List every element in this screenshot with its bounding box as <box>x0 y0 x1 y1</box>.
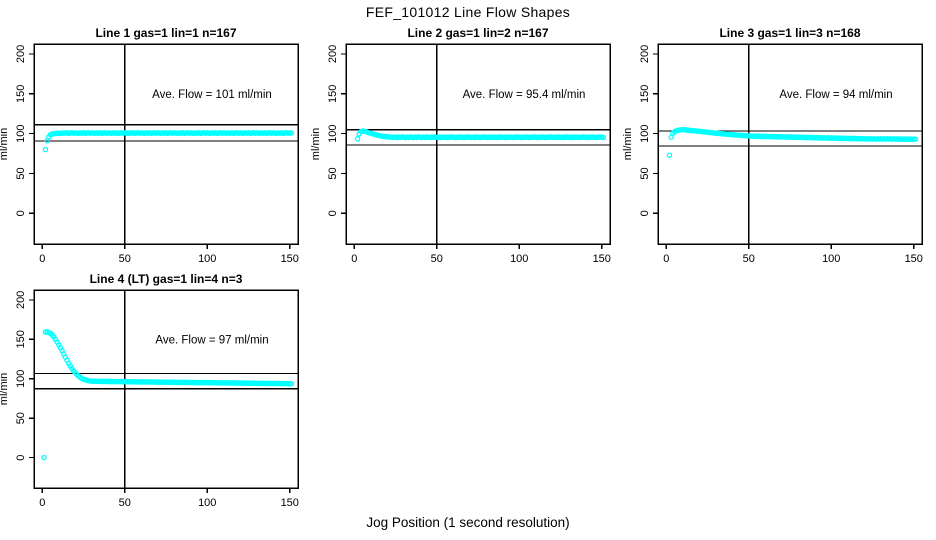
x-tick-label: 0 <box>39 497 45 509</box>
y-tick-label: 200 <box>15 45 27 63</box>
y-tick-label: 100 <box>639 124 651 142</box>
panel-1: Line 1 gas=1 lin=1 n=167 0 50 100 150 0 50 100 1… <box>0 26 299 265</box>
x-tick-label: 150 <box>593 253 611 265</box>
x-tick-label: 100 <box>198 253 216 265</box>
y-tick-label: 50 <box>15 412 27 424</box>
x-tick-label: 50 <box>743 253 755 265</box>
x-tick-label: 150 <box>281 253 299 265</box>
x-tick-label: 0 <box>663 253 669 265</box>
x-tick-label: 150 <box>281 497 299 509</box>
y-tick-label: 150 <box>15 85 27 103</box>
panel-title: Line 2 gas=1 lin=2 n=167 <box>407 26 548 40</box>
x-tick-label: 0 <box>39 253 45 265</box>
x-tick-label: 100 <box>510 253 528 265</box>
panel-title: Line 1 gas=1 lin=1 n=167 <box>95 26 236 40</box>
y-tick-label: 100 <box>15 370 27 388</box>
y-tick-label: 150 <box>639 85 651 103</box>
plot-box <box>33 289 299 489</box>
data-point <box>912 136 919 143</box>
y-axis-unit-label: ml/min <box>0 373 10 405</box>
panel-title: Line 4 (LT) gas=1 lin=4 n=3 <box>90 272 243 286</box>
y-tick-label: 0 <box>639 210 651 216</box>
panel-3: Line 3 gas=1 lin=3 n=168 0 50 100 150 0 50 100 1… <box>622 26 923 265</box>
y-tick-label: 0 <box>15 210 27 216</box>
y-tick-label: 50 <box>15 167 27 179</box>
x-tick-label: 50 <box>119 497 131 509</box>
data-point <box>666 152 673 158</box>
data-points <box>41 329 295 461</box>
data-points <box>354 128 607 142</box>
data-points <box>42 130 295 153</box>
avg-flow-label: Ave. Flow = 97 ml/min <box>155 334 268 346</box>
data-point <box>288 130 295 136</box>
data-points <box>666 126 919 158</box>
data-point <box>41 454 47 461</box>
avg-flow-label: Ave. Flow = 101 ml/min <box>152 89 272 101</box>
y-axis-unit-label: ml/min <box>0 128 10 160</box>
data-point <box>354 136 361 142</box>
y-tick-label: 50 <box>327 167 339 179</box>
x-tick-label: 100 <box>822 253 840 265</box>
figure-title: FEF_101012 Line Flow Shapes <box>365 4 571 20</box>
avg-flow-label: Ave. Flow = 95.4 ml/min <box>463 89 586 101</box>
x-tick-label: 100 <box>198 497 216 509</box>
y-tick-label: 0 <box>327 210 339 216</box>
data-point <box>288 380 295 387</box>
y-tick-label: 200 <box>639 45 651 63</box>
x-tick-label: 50 <box>119 253 131 265</box>
y-tick-label: 150 <box>15 330 27 348</box>
y-tick-label: 100 <box>15 124 27 142</box>
y-axis-unit-label: ml/min <box>310 128 322 160</box>
panel-title: Line 3 gas=1 lin=3 n=168 <box>719 26 860 40</box>
x-tick-label: 50 <box>431 253 443 265</box>
x-tick-label: 150 <box>905 253 923 265</box>
y-tick-label: 100 <box>327 124 339 142</box>
avg-flow-label: Ave. Flow = 94 ml/min <box>779 89 892 101</box>
x-axis-label: Jog Position (1 second resolution) <box>366 515 570 530</box>
y-tick-label: 150 <box>327 85 339 103</box>
y-axis-unit-label: ml/min <box>622 128 634 160</box>
plot-box <box>657 43 923 245</box>
plot-box <box>33 43 299 245</box>
y-tick-label: 0 <box>15 455 27 461</box>
y-tick-label: 50 <box>639 167 651 179</box>
data-point <box>600 134 607 141</box>
plot-box <box>345 43 611 245</box>
y-tick-label: 200 <box>15 291 27 309</box>
x-tick-label: 0 <box>351 253 357 265</box>
data-point <box>42 146 49 153</box>
panel-4: Line 4 (LT) gas=1 lin=4 n=3 0 50 100 150 0 50 1… <box>0 272 299 509</box>
y-tick-label: 200 <box>327 45 339 63</box>
panel-2: Line 2 gas=1 lin=2 n=167 0 50 100 150 0 50 100 1… <box>310 26 611 265</box>
